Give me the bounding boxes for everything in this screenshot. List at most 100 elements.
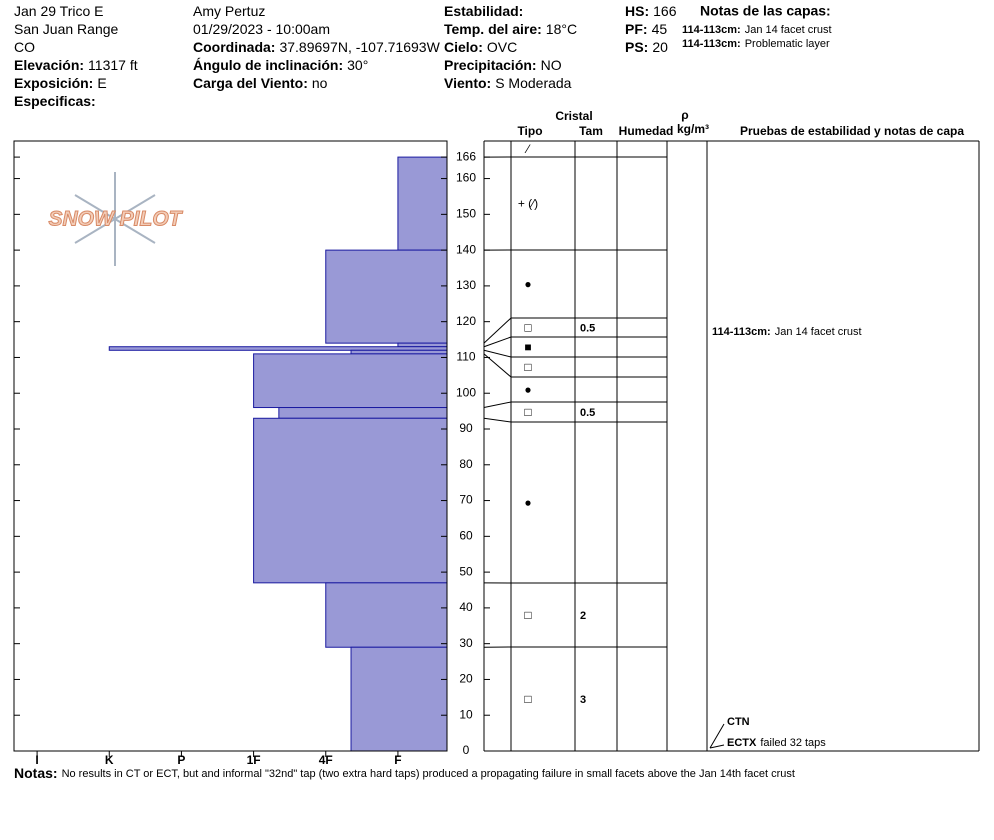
stability-test-label: CTN bbox=[727, 716, 750, 728]
test-arrow bbox=[709, 744, 725, 749]
header-field: Jan 29 Trico E bbox=[14, 3, 104, 19]
grain-type: □ bbox=[524, 692, 531, 706]
header-field-value: no bbox=[312, 75, 328, 91]
grain-type: ● bbox=[524, 496, 531, 510]
grain-type: □ bbox=[524, 321, 531, 335]
y-tick-label: 40 bbox=[459, 600, 473, 614]
header-field-value: E bbox=[97, 75, 106, 91]
grain-type: + (⁄) bbox=[518, 197, 538, 211]
y-tick-label: 60 bbox=[459, 529, 473, 543]
header-field-value: S Moderada bbox=[495, 75, 571, 91]
header-field: Ángulo de inclinación: 30° bbox=[193, 57, 368, 73]
plot-frame bbox=[13, 140, 448, 752]
header-field-value: 45 bbox=[652, 21, 668, 37]
header-field-value: 11317 ft bbox=[88, 57, 138, 73]
header-field-label: Precipitación: bbox=[444, 57, 537, 73]
layer-note: 114-113cm: Problematic layer bbox=[682, 38, 830, 50]
y-tick-label: 166 bbox=[456, 149, 476, 163]
header-field-value: San Juan Range bbox=[14, 21, 119, 37]
stability-test-label: ECTX bbox=[727, 737, 757, 749]
y-tick-label: 100 bbox=[456, 385, 476, 399]
header-field-label: Estabilidad: bbox=[444, 3, 523, 19]
header-field-label: Coordinada: bbox=[193, 39, 275, 55]
header-field: HS: 166 bbox=[625, 3, 677, 19]
x-tick-label: I bbox=[35, 753, 38, 767]
hardness-bar bbox=[253, 417, 448, 584]
header-field-value: 18°C bbox=[546, 21, 577, 37]
header-field-value: 30° bbox=[347, 57, 368, 73]
x-tick-label: F bbox=[394, 753, 401, 767]
y-tick-label: 0 bbox=[463, 743, 470, 757]
hardness-bar bbox=[350, 646, 448, 752]
logo-text: SNOW PILOT bbox=[49, 208, 184, 231]
header-field: PS: 20 bbox=[625, 39, 668, 55]
header-field: Coordinada: 37.89697N, -107.71693W bbox=[193, 39, 441, 55]
header-field-value: Jan 29 Trico E bbox=[14, 3, 104, 19]
x-tick-label: P bbox=[177, 753, 185, 767]
grain-size: 0.5 bbox=[580, 322, 595, 334]
x-tick-label: K bbox=[105, 753, 114, 767]
header-field-value: OVC bbox=[487, 39, 517, 55]
table-header: Pruebas de estabilidad y notas de capa bbox=[740, 124, 964, 138]
header-field-label: Elevación: bbox=[14, 57, 84, 73]
header-field: Carga del Viento: no bbox=[193, 75, 328, 91]
table-header: kg/m³ bbox=[677, 122, 709, 136]
y-tick-label: 160 bbox=[456, 171, 476, 185]
table-header: Humedad bbox=[619, 124, 674, 138]
y-tick-label: 30 bbox=[459, 636, 473, 650]
grain-type: □ bbox=[524, 608, 531, 622]
header-field: Elevación: 11317 ft bbox=[14, 57, 138, 73]
layer-connector bbox=[483, 401, 512, 409]
layer-note-label: 114-113cm: bbox=[682, 24, 741, 36]
header-field-value: 166 bbox=[653, 3, 677, 19]
header-field: Precipitación: NO bbox=[444, 57, 562, 73]
header-field: 01/29/2023 - 10:00am bbox=[193, 21, 330, 37]
table-header: Cristal bbox=[555, 109, 592, 123]
grain-type: ● bbox=[524, 383, 531, 397]
hardness-bar bbox=[397, 342, 448, 348]
layer-note-value: Problematic layer bbox=[745, 38, 830, 50]
hardness-bar bbox=[253, 353, 448, 409]
grain-type: ● bbox=[524, 277, 531, 291]
header-field-value: Amy Pertuz bbox=[193, 3, 265, 19]
stability-test: ECTX failed 32 taps bbox=[727, 737, 826, 749]
header-field: Especificas: bbox=[14, 93, 96, 109]
header-field-value: 20 bbox=[652, 39, 668, 55]
grain-type: ⁄ bbox=[524, 142, 531, 156]
layer-comment: 114-113cm: Jan 14 facet crust bbox=[712, 326, 862, 338]
layer-connector bbox=[483, 417, 512, 423]
y-tick-label: 120 bbox=[456, 314, 476, 328]
header-field-label: PS: bbox=[625, 39, 648, 55]
hardness-bar bbox=[108, 346, 448, 351]
grain-size: 0.5 bbox=[580, 407, 595, 419]
header-field-label: Especificas: bbox=[14, 93, 96, 109]
notes: Notas: No results in CT or ECT, but and i… bbox=[14, 765, 795, 781]
hardness-bar bbox=[278, 407, 448, 419]
header-field-value: CO bbox=[14, 39, 35, 55]
x-tick-label: 4F bbox=[319, 753, 333, 767]
grain-type: □ bbox=[524, 360, 531, 374]
stability-test: CTN bbox=[727, 716, 750, 728]
y-tick-label: 10 bbox=[459, 707, 473, 721]
layer-note-value: Jan 14 facet crust bbox=[745, 24, 832, 36]
y-tick-label: 20 bbox=[459, 672, 473, 686]
layer-comment-value: Jan 14 facet crust bbox=[775, 326, 862, 338]
layer-connector bbox=[483, 349, 512, 358]
header-field-value: NO bbox=[541, 57, 562, 73]
header-field-label: PF: bbox=[625, 21, 648, 37]
hardness-bar bbox=[325, 249, 448, 344]
x-tick-label: 1F bbox=[247, 753, 261, 767]
y-tick-label: 110 bbox=[456, 350, 475, 364]
layer-comment-label: 114-113cm: bbox=[712, 326, 771, 338]
header-field: Exposición: E bbox=[14, 75, 107, 91]
header-field-label: Carga del Viento: bbox=[193, 75, 308, 91]
layer-notes-title: Notas de las capas: bbox=[700, 3, 831, 19]
layer-connector bbox=[483, 353, 512, 378]
y-tick-label: 140 bbox=[456, 242, 476, 256]
header-field-label: Temp. del aire: bbox=[444, 21, 542, 37]
y-tick-label: 80 bbox=[459, 457, 473, 471]
header-field-label: Viento: bbox=[444, 75, 491, 91]
hardness-bar bbox=[325, 582, 448, 648]
header-field: San Juan Range bbox=[14, 21, 119, 37]
